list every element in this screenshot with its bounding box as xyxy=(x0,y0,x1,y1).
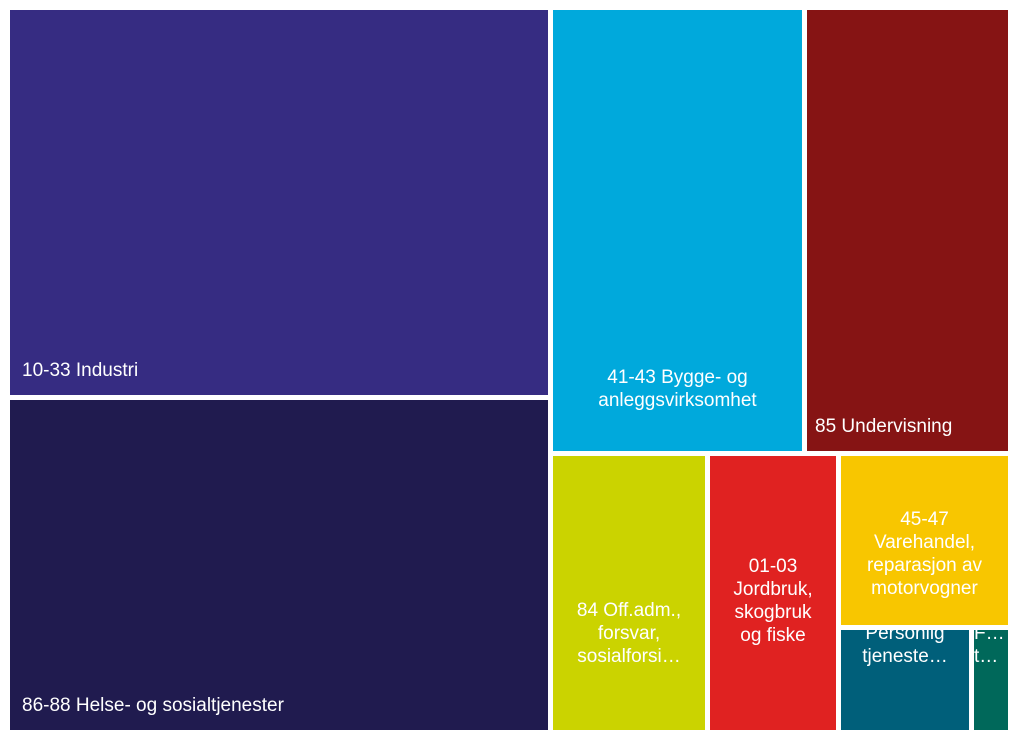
treemap-tile-helse: 86-88 Helse- og sosialtjenester xyxy=(10,400,548,730)
treemap-label-varehandel: 45-47 Varehandel, reparasjon av motorvog… xyxy=(866,509,983,599)
treemap-tile-industri: 10-33 Industri xyxy=(10,10,548,395)
treemap-label-industri: 10-33 Industri xyxy=(22,360,139,381)
treemap-label-jordbruk: 01-03 Jordbruk, skogbruk og fiske xyxy=(733,556,813,646)
treemap-label-siste: 7… F… t… xyxy=(974,630,1005,667)
treemap-tile-personlig: 90-99 Personlig tjeneste… xyxy=(841,630,969,730)
treemap-tile-jordbruk: 01-03 Jordbruk, skogbruk og fiske xyxy=(710,456,836,730)
treemap-tile-offadm: 84 Off.adm., forsvar, sosialforsi… xyxy=(553,456,705,730)
treemap-label-offadm: 84 Off.adm., forsvar, sosialforsi… xyxy=(576,600,682,667)
treemap-tile-siste: 7… F… t… xyxy=(974,630,1008,730)
treemap-label-personlig: 90-99 Personlig tjeneste… xyxy=(862,630,948,667)
treemap-tile-bygg: 41-43 Bygge- og anleggsvirksomhet xyxy=(553,10,802,451)
treemap-tile-varehandel: 45-47 Varehandel, reparasjon av motorvog… xyxy=(841,456,1008,625)
treemap-label-undervisning: 85 Undervisning xyxy=(815,416,953,437)
treemap-label-bygg: 41-43 Bygge- og anleggsvirksomhet xyxy=(598,367,757,411)
treemap-tile-undervisning: 85 Undervisning xyxy=(807,10,1008,451)
treemap-label-helse: 86-88 Helse- og sosialtjenester xyxy=(22,695,284,716)
